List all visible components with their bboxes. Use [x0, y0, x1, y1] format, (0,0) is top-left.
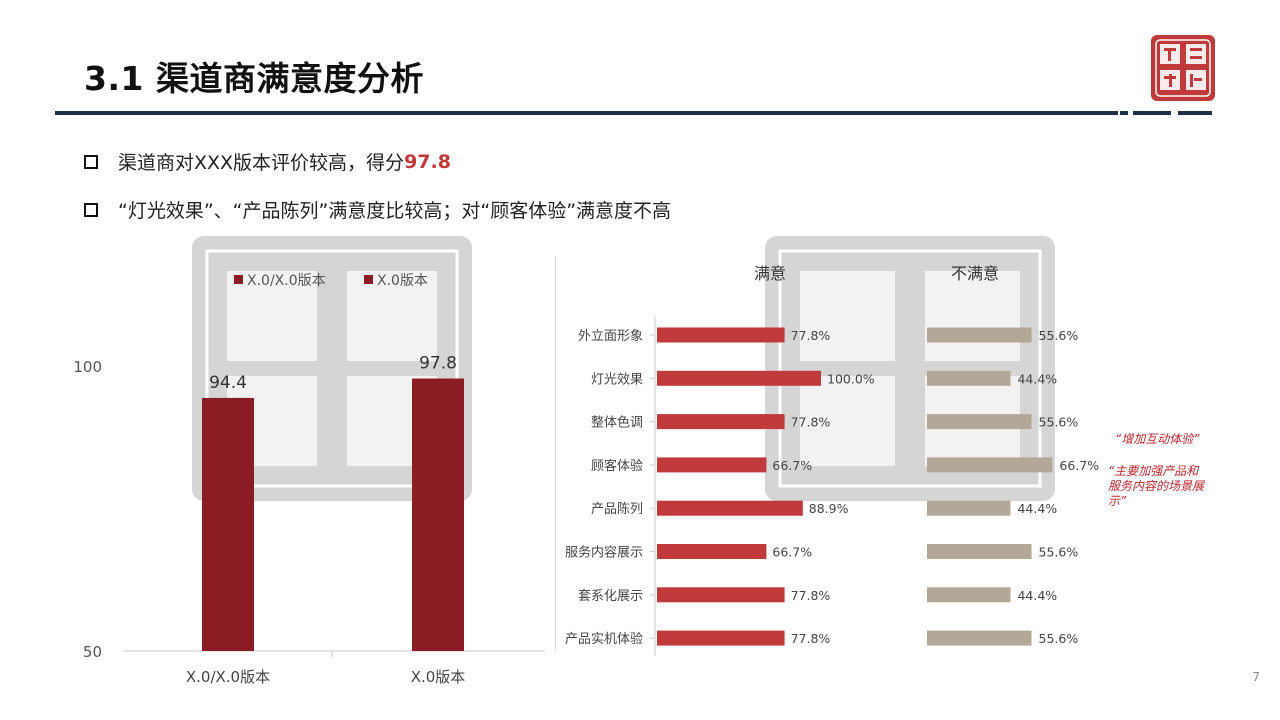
bar-value-label: 66.7%: [772, 458, 812, 473]
bullet-text: 渠道商对XXX版本评价较高，得分: [118, 152, 405, 174]
bar-value-label: 94.4: [209, 373, 247, 393]
bar-satisfied: [657, 327, 785, 343]
category-label: 服务内容展示: [565, 545, 643, 561]
bar-value-label: 88.9%: [809, 501, 849, 516]
bar-value-label: 77.8%: [791, 631, 831, 646]
category-label: 外立面形象: [578, 329, 643, 344]
y-tick-label: 50: [83, 643, 102, 661]
bar-satisfied: [657, 414, 785, 430]
category-label: 套系化展示: [578, 588, 643, 604]
bar-value-label: 66.7%: [1059, 458, 1099, 473]
bullet-text: “灯光效果”、“产品陈列”满意度比较高；对“顾客体验”满意度不高: [118, 200, 672, 222]
bar-unsatisfied: [927, 457, 1053, 473]
category-label: 顾客体验: [591, 458, 643, 474]
bar-value-label: 77.8%: [791, 328, 831, 343]
bullet-item: “灯光效果”、“产品陈列”满意度比较高；对“顾客体验”满意度不高: [84, 196, 671, 223]
annotation-text: “主要加强产品和服务内容的场景展示”: [1108, 464, 1205, 508]
title-rule-dash: [1178, 111, 1212, 115]
bar-value-label: 97.8: [419, 354, 457, 374]
title-rule-dash: [1133, 111, 1171, 115]
bar: [412, 378, 464, 651]
legend-label: X.0版本: [377, 273, 428, 289]
bullet-square-icon: [84, 202, 98, 217]
bar-value-label: 66.7%: [772, 545, 812, 560]
chart-divider: [555, 256, 556, 652]
bar-value-label: 77.8%: [791, 415, 831, 430]
bar-value-label: 55.6%: [1039, 631, 1079, 646]
title-rule-dash: [1120, 111, 1128, 115]
bar-value-label: 44.4%: [1017, 371, 1057, 386]
bar-value-label: 44.4%: [1017, 501, 1057, 516]
category-label: 整体色调: [591, 415, 643, 431]
bar-satisfied: [657, 370, 821, 386]
bar-value-label: 77.8%: [791, 588, 831, 603]
page-number: 7: [1252, 670, 1260, 684]
y-tick-label: 100: [73, 358, 102, 376]
bar-value-label: 55.6%: [1039, 545, 1079, 560]
series-header: 不满意: [951, 264, 999, 283]
bar-unsatisfied: [927, 544, 1032, 559]
category-label: 产品陈列: [591, 501, 643, 517]
bar-satisfied: [657, 544, 767, 559]
bar-value-label: 44.4%: [1017, 588, 1057, 603]
bar-value-label: 55.6%: [1039, 328, 1079, 343]
bullet-item: 渠道商对XXX版本评价较高，得分 97.8: [84, 148, 451, 175]
legend-swatch: [234, 275, 243, 284]
bar-unsatisfied: [927, 414, 1032, 430]
annotation-text: “增加互动体验”: [1115, 432, 1200, 446]
bullet-highlight: 97.8: [404, 150, 451, 173]
bar-satisfied: [657, 630, 785, 646]
x-tick-label: X.0版本: [411, 668, 466, 686]
version-score-chart: 50 100 X.0/X.0版本 X.0版本 94.4 X.0/X.0版本 97.8 X.0版…: [73, 273, 545, 686]
bar-value-label: 100.0%: [827, 371, 875, 386]
page-title: 3.1 渠道商满意度分析: [84, 59, 424, 98]
category-label: 灯光效果: [591, 372, 643, 387]
legend-label: X.0/X.0版本: [247, 273, 326, 289]
bar-unsatisfied: [927, 587, 1011, 603]
legend-swatch: [364, 275, 373, 284]
bullet-square-icon: [84, 154, 98, 169]
bar: [202, 397, 254, 651]
bar-value-label: 55.6%: [1039, 415, 1079, 430]
series-header: 满意: [754, 264, 786, 283]
bar-unsatisfied: [927, 630, 1032, 646]
bar-unsatisfied: [927, 327, 1032, 343]
category-label: 产品实机体验: [565, 631, 643, 647]
bar-satisfied: [657, 500, 803, 516]
x-tick-label: X.0/X.0版本: [186, 668, 270, 686]
logo: [1148, 32, 1218, 104]
bar-satisfied: [657, 457, 767, 473]
bar-unsatisfied: [927, 500, 1011, 516]
title-rule: [55, 111, 1118, 115]
bar-unsatisfied: [927, 370, 1011, 386]
bar-satisfied: [657, 587, 785, 603]
